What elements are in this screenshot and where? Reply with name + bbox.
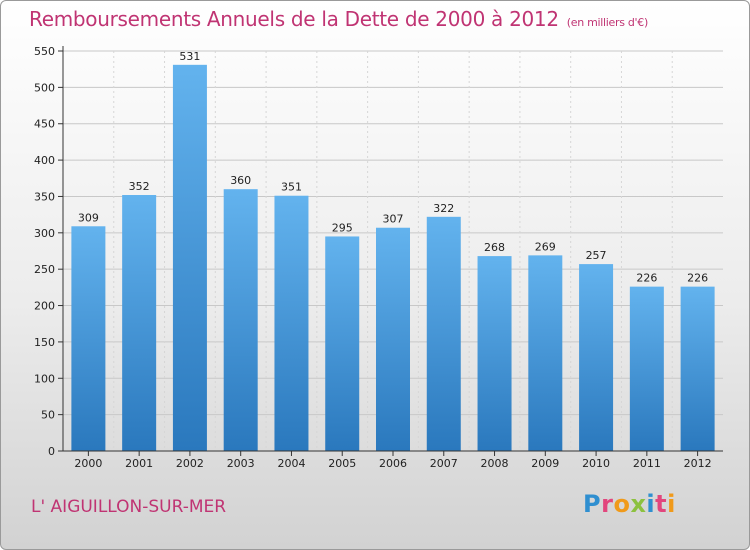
bar-value-label: 309 — [78, 211, 99, 224]
x-tick-label: 2003 — [227, 457, 255, 470]
x-tick-label: 2012 — [684, 457, 712, 470]
proxiti-logo: Proxiti — [583, 490, 676, 518]
x-tick-label: 2008 — [481, 457, 509, 470]
bar — [680, 286, 715, 451]
x-tick-label: 2011 — [633, 457, 661, 470]
y-tick-label: 300 — [34, 227, 55, 240]
bar-value-label: 352 — [129, 180, 150, 193]
bar — [629, 286, 664, 451]
y-tick-label: 250 — [34, 263, 55, 276]
x-tick-label: 2000 — [74, 457, 102, 470]
bar — [71, 226, 106, 451]
bar — [477, 256, 512, 451]
bar-value-label: 531 — [179, 50, 200, 63]
bar — [274, 195, 309, 451]
bar — [223, 189, 258, 451]
commune-name: L' AIGUILLON-SUR-MER — [31, 497, 227, 517]
y-tick-label: 0 — [48, 445, 55, 458]
unit-text: (en milliers d'€) — [566, 16, 648, 29]
bar — [172, 64, 207, 451]
bar — [528, 255, 563, 451]
logo-letter: i — [667, 490, 676, 518]
y-tick-label: 50 — [41, 409, 55, 422]
x-tick-label: 2005 — [328, 457, 356, 470]
x-tick-label: 2006 — [379, 457, 407, 470]
logo-letter: t — [655, 490, 668, 518]
bar-value-label: 351 — [281, 181, 302, 194]
x-tick-label: 2004 — [277, 457, 305, 470]
y-tick-label: 200 — [34, 300, 55, 313]
y-tick-label: 450 — [34, 118, 55, 131]
logo-letter: x — [630, 490, 647, 518]
logo-letter: o — [613, 490, 631, 518]
bar-value-label: 307 — [383, 213, 404, 226]
bar-value-label: 226 — [687, 272, 708, 285]
chart-title: Remboursements Annuels de la Dette de 20… — [29, 7, 648, 31]
bar — [426, 216, 461, 451]
bar — [325, 236, 360, 451]
bar-value-label: 360 — [230, 174, 251, 187]
bar-value-label: 257 — [586, 249, 607, 262]
bar — [376, 227, 410, 451]
bar-value-label: 322 — [433, 202, 454, 215]
title-text: Remboursements Annuels de la Dette de 20… — [29, 7, 559, 31]
logo-letter: r — [601, 490, 614, 518]
bar-value-label: 226 — [636, 272, 657, 285]
y-tick-label: 500 — [34, 81, 55, 94]
bar — [122, 195, 157, 451]
bar-value-label: 269 — [535, 240, 556, 253]
logo-letter: i — [646, 490, 656, 518]
y-tick-label: 550 — [34, 45, 55, 58]
logo-letter: P — [583, 490, 602, 518]
y-tick-label: 400 — [34, 154, 55, 167]
x-tick-label: 2010 — [582, 457, 610, 470]
y-tick-label: 100 — [34, 372, 55, 385]
x-tick-label: 2007 — [430, 457, 458, 470]
x-tick-label: 2001 — [125, 457, 153, 470]
bar-value-label: 295 — [332, 221, 353, 234]
bar — [579, 264, 614, 451]
y-tick-label: 350 — [34, 190, 55, 203]
x-tick-label: 2009 — [531, 457, 559, 470]
bar-value-label: 268 — [484, 241, 505, 254]
y-tick-label: 150 — [34, 336, 55, 349]
x-tick-label: 2002 — [176, 457, 204, 470]
